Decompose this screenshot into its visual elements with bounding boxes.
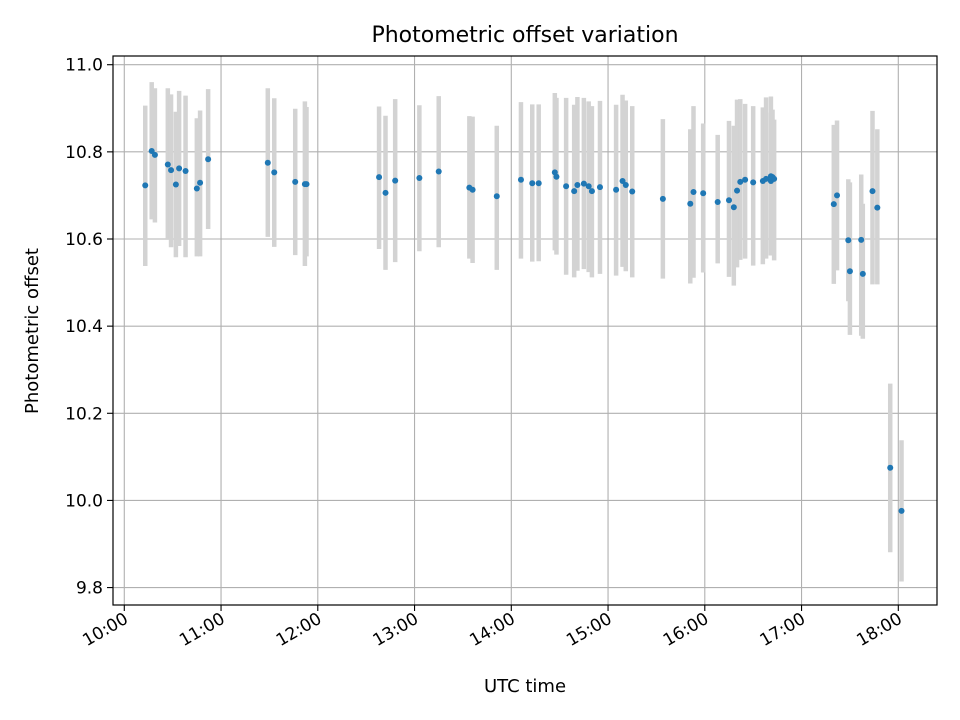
data-point [271, 169, 278, 176]
data-point [734, 187, 741, 194]
y-tick-label: 9.8 [76, 579, 103, 599]
data-point [725, 197, 732, 204]
data-point [700, 190, 707, 197]
data-point [205, 156, 212, 163]
data-point [834, 192, 841, 199]
data-point [182, 168, 189, 175]
data-point [376, 174, 383, 181]
data-point [869, 188, 876, 195]
data-point [574, 181, 581, 188]
y-axis-label: Photometric offset [22, 248, 43, 414]
data-point [596, 184, 603, 191]
data-point [859, 270, 866, 277]
data-point [887, 464, 894, 471]
data-point [168, 167, 175, 174]
data-point [193, 185, 200, 192]
data-point [742, 176, 749, 183]
data-point [771, 175, 778, 182]
data-point [588, 188, 595, 195]
y-tick-label: 10.2 [65, 404, 103, 424]
y-axis: 9.8 10.0 10.2 10.4 10.6 10.8 11.0 [65, 56, 113, 599]
data-point [580, 180, 587, 187]
data-point [846, 268, 853, 275]
data-point [435, 168, 442, 175]
data-point [176, 165, 183, 172]
data-point [416, 175, 423, 181]
data-point [830, 201, 837, 208]
y-tick-label: 10.0 [65, 491, 103, 511]
data-point [585, 183, 592, 190]
data-point [659, 195, 666, 202]
chart-title: Photometric offset variation [371, 23, 678, 48]
data-point [714, 198, 721, 205]
data-point [493, 193, 500, 200]
y-tick-label: 10.8 [65, 143, 103, 163]
data-point [197, 179, 204, 186]
data-point [898, 507, 905, 514]
data-point [845, 237, 852, 244]
data-point [164, 161, 171, 168]
y-tick-label: 10.6 [65, 230, 103, 250]
data-point [874, 204, 881, 211]
data-point [382, 189, 389, 196]
y-tick-label: 10.4 [65, 317, 103, 337]
x-axis-label: UTC time [484, 676, 566, 697]
data-point [172, 181, 179, 188]
data-point [622, 181, 629, 188]
data-point [737, 178, 744, 185]
data-point [469, 186, 476, 193]
data-point [563, 183, 570, 190]
data-point [535, 180, 542, 187]
data-point [690, 188, 697, 195]
data-point [303, 181, 310, 188]
data-point [392, 177, 399, 184]
data-point [292, 178, 299, 185]
data-points [142, 147, 905, 514]
data-point [151, 151, 158, 158]
plot-frame [112, 55, 938, 606]
data-point [730, 204, 737, 211]
y-tick-label: 11.0 [65, 56, 103, 76]
grid [113, 56, 937, 605]
data-point [629, 188, 636, 195]
data-point [517, 176, 524, 183]
data-point [264, 159, 271, 166]
data-point [858, 236, 865, 243]
data-point [750, 179, 757, 186]
data-point [571, 188, 578, 195]
data-point [763, 175, 770, 182]
data-point [613, 186, 620, 193]
data-point [142, 182, 149, 189]
data-point [529, 180, 536, 187]
data-point [687, 200, 694, 207]
data-point [553, 173, 560, 180]
